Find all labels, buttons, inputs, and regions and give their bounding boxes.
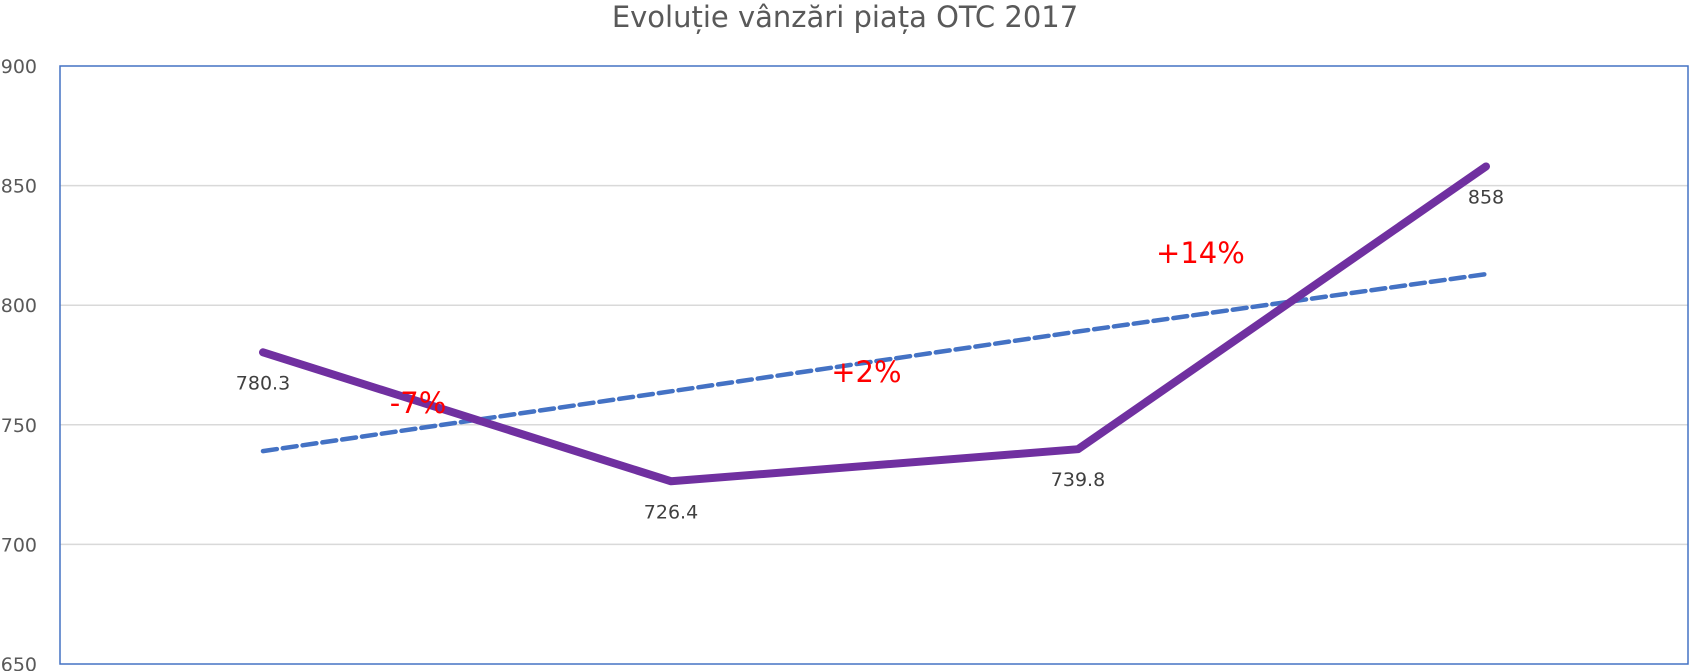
y-tick-label: 800 bbox=[1, 295, 37, 317]
annotations: -7% +2% +14% bbox=[390, 236, 1245, 420]
data-label: 739.8 bbox=[1051, 469, 1105, 491]
change-annotation: +2% bbox=[831, 355, 901, 389]
series-lines bbox=[259, 162, 1490, 486]
series-line bbox=[259, 162, 1490, 486]
y-tick-label: 900 bbox=[1, 56, 37, 78]
data-label: 858 bbox=[1468, 186, 1504, 208]
gridlines bbox=[60, 184, 1688, 546]
data-labels: 780.3 726.4 739.8 858 bbox=[236, 186, 1504, 523]
y-tick-label: 650 bbox=[1, 654, 37, 671]
data-label: 780.3 bbox=[236, 372, 290, 394]
chart-title: Evoluție vânzări piața OTC 2017 bbox=[612, 0, 1078, 34]
y-axis-ticks: 650 700 750 800 850 900 bbox=[1, 56, 37, 671]
change-annotation: +14% bbox=[1156, 236, 1245, 270]
change-annotation: -7% bbox=[390, 386, 446, 420]
trendline bbox=[260, 271, 1489, 454]
y-tick-label: 750 bbox=[1, 415, 37, 437]
plot-area-border bbox=[59, 65, 1689, 665]
data-label: 726.4 bbox=[644, 501, 698, 523]
y-tick-label: 700 bbox=[1, 534, 37, 556]
y-tick-label: 850 bbox=[1, 176, 37, 198]
